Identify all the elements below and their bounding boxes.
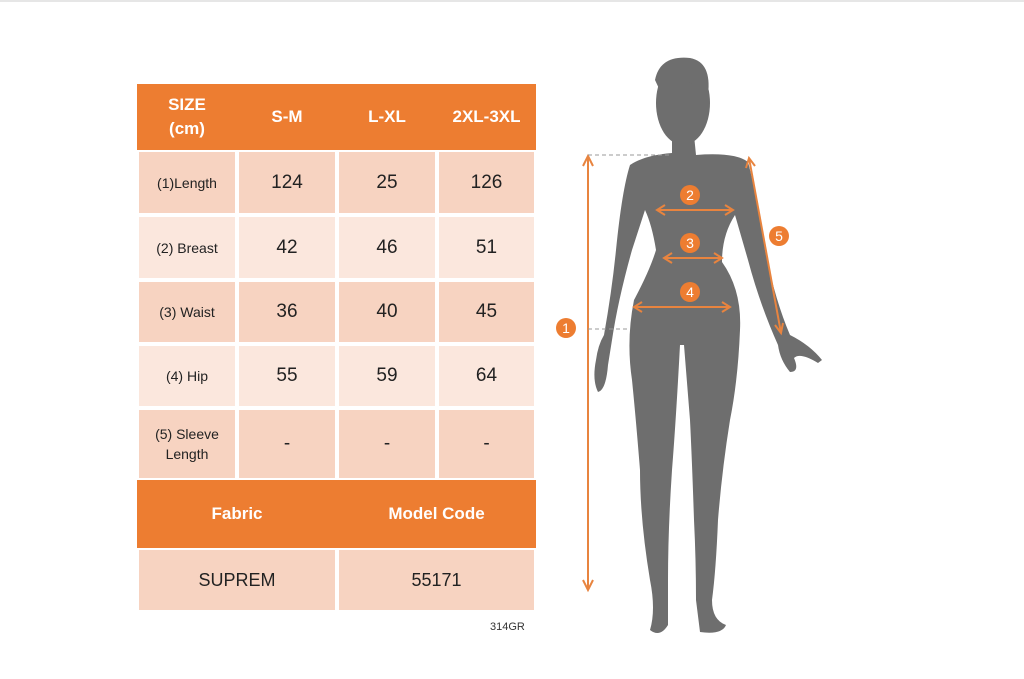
- length-arrow-top: [582, 153, 594, 167]
- marker-4-circle: [680, 282, 700, 302]
- marker-2-circle: [680, 185, 700, 205]
- sleeve-line: [748, 157, 782, 334]
- cell-sleeve-l-xl: -: [339, 410, 435, 478]
- cell-length-l-xl: 25: [339, 152, 435, 213]
- cell-breast-2xl-3xl: 51: [439, 217, 534, 278]
- marker-4-label: 4: [686, 284, 694, 300]
- marker-2-label: 2: [686, 187, 694, 203]
- measurement-lines: [582, 153, 784, 593]
- row-label-breast: (2) Breast: [139, 217, 235, 278]
- cell-sleeve-s-m: -: [239, 410, 335, 478]
- size-chart-table: SIZE (cm) S-M L-XL 2XL-3XL (1)Length 124…: [137, 84, 536, 612]
- woman-silhouette: [594, 57, 822, 634]
- marker-1-circle: [556, 318, 576, 338]
- cell-waist-l-xl: 40: [339, 282, 435, 342]
- guide-lines: [588, 154, 670, 330]
- header-size: SIZE (cm): [137, 84, 237, 150]
- header-l-xl: L-XL: [337, 84, 437, 150]
- cell-hip-l-xl: 59: [339, 346, 435, 406]
- fabric-value: SUPREM: [139, 550, 335, 610]
- model-code-value: 55171: [339, 550, 534, 610]
- cell-length-2xl-3xl: 126: [439, 152, 534, 213]
- cell-length-s-m: 124: [239, 152, 335, 213]
- cell-hip-s-m: 55: [239, 346, 335, 406]
- footer-header-model-code: Model Code: [337, 480, 536, 548]
- row-label-sleeve-line2: Length: [165, 446, 209, 462]
- measurement-markers: 1 2 3 4 5: [556, 185, 789, 338]
- cell-hip-2xl-3xl: 64: [439, 346, 534, 406]
- header-size-label: SIZE: [168, 95, 206, 114]
- marker-5-circle: [769, 226, 789, 246]
- header-s-m: S-M: [237, 84, 337, 150]
- marker-1-label: 1: [562, 320, 570, 336]
- row-label-waist: (3) Waist: [139, 282, 235, 342]
- marker-3-label: 3: [686, 235, 694, 251]
- header-2xl-3xl: 2XL-3XL: [437, 84, 536, 150]
- cell-sleeve-2xl-3xl: -: [439, 410, 534, 478]
- row-label-sleeve-line1: (5) Sleeve: [155, 426, 219, 442]
- length-arrow-bottom: [582, 579, 594, 593]
- top-border: [0, 0, 1024, 2]
- marker-3-circle: [680, 233, 700, 253]
- cell-waist-s-m: 36: [239, 282, 335, 342]
- header-unit-label: (cm): [169, 119, 205, 138]
- cell-breast-l-xl: 46: [339, 217, 435, 278]
- cell-breast-s-m: 42: [239, 217, 335, 278]
- row-label-hip: (4) Hip: [139, 346, 235, 406]
- row-label-sleeve-length: (5) Sleeve Length: [139, 410, 235, 478]
- cell-waist-2xl-3xl: 45: [439, 282, 534, 342]
- footer-header-fabric: Fabric: [137, 480, 337, 548]
- product-code: 314GR: [490, 621, 525, 633]
- row-label-length: (1)Length: [139, 152, 235, 213]
- marker-5-label: 5: [775, 228, 783, 244]
